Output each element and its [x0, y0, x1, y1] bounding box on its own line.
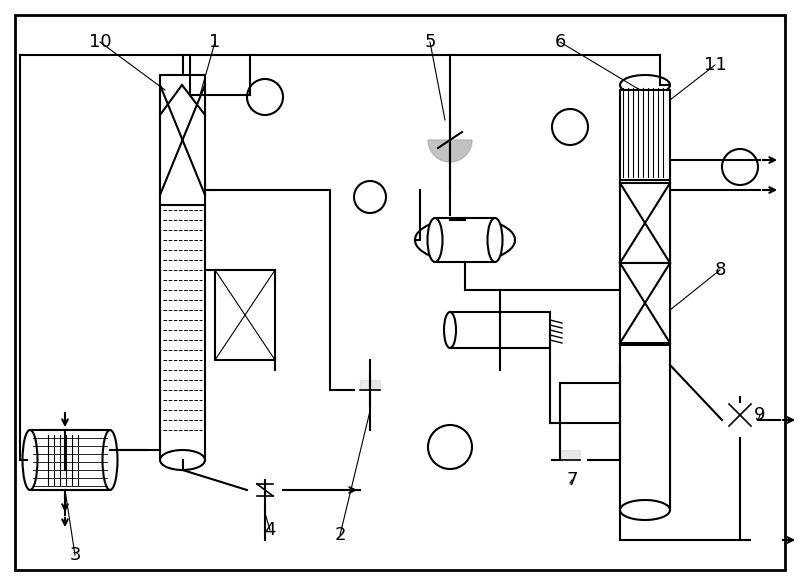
Text: 5: 5 [424, 33, 436, 51]
Circle shape [552, 109, 588, 145]
Text: 6: 6 [554, 33, 566, 51]
Text: 8: 8 [714, 261, 726, 279]
Bar [435, 218, 495, 262]
Ellipse shape [415, 218, 515, 262]
Bar [215, 270, 275, 360]
Bar [30, 430, 110, 490]
Bar [620, 183, 670, 263]
Circle shape [428, 425, 472, 469]
Circle shape [354, 181, 386, 213]
Ellipse shape [160, 450, 205, 470]
Ellipse shape [620, 75, 670, 95]
Text: 10: 10 [89, 33, 111, 51]
Bar [160, 75, 205, 460]
Bar [620, 160, 670, 510]
Text: 4: 4 [264, 521, 276, 539]
Bar [450, 312, 550, 348]
Ellipse shape [427, 218, 442, 262]
Text: 2: 2 [334, 526, 346, 544]
Bar [43, 430, 87, 490]
Ellipse shape [620, 500, 670, 520]
Ellipse shape [450, 312, 550, 348]
Circle shape [722, 149, 758, 185]
Bar [620, 90, 670, 180]
Bar [620, 263, 670, 343]
Circle shape [247, 79, 283, 115]
Ellipse shape [22, 430, 38, 490]
Text: 7: 7 [566, 471, 578, 489]
Text: 3: 3 [70, 546, 81, 564]
Text: 9: 9 [754, 406, 766, 424]
Text: 11: 11 [704, 56, 726, 74]
Polygon shape [428, 140, 472, 162]
Ellipse shape [54, 430, 76, 490]
Ellipse shape [102, 430, 118, 490]
Text: 1: 1 [210, 33, 221, 51]
Ellipse shape [487, 218, 502, 262]
Ellipse shape [444, 312, 456, 348]
Bar [620, 345, 670, 510]
